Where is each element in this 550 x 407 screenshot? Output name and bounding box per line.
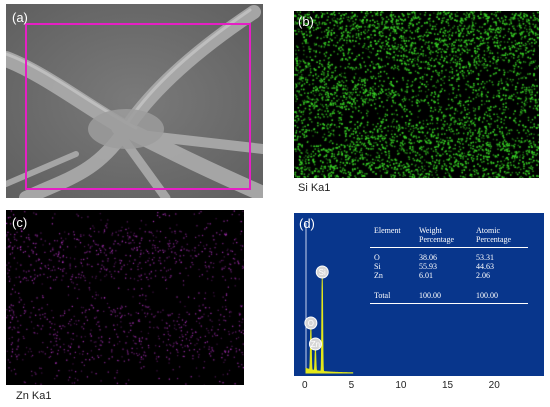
panel-label-d: (d)	[299, 216, 315, 231]
sem-image	[6, 4, 263, 198]
table-total-element: Total	[374, 291, 391, 300]
peak-label: Zn	[311, 340, 320, 349]
x-tick-label: 10	[395, 380, 407, 391]
panel-label-b: (b)	[298, 14, 314, 29]
eds-spectrum: O Zn Si	[304, 223, 354, 374]
table-rule-top	[370, 247, 528, 248]
zn-map-caption: Zn Ka1	[16, 390, 52, 402]
eds-spectrum-panel: O Zn Si (d) Element Weight Percentage Atom…	[294, 213, 544, 376]
x-tick-label: 20	[488, 380, 500, 391]
table-header-weight: Weight Percentage	[419, 226, 455, 244]
peak-marker	[304, 316, 318, 330]
peak-label: O	[308, 319, 314, 328]
panel-label-c: (c)	[12, 215, 28, 230]
table-row-element: Si	[374, 262, 381, 271]
table-row-weight: 6.01	[419, 271, 433, 280]
zn-map-panel: (c)	[6, 210, 244, 385]
peak-marker	[315, 265, 329, 279]
x-tick-label: 0	[302, 380, 308, 391]
table-header-element: Element	[374, 226, 401, 235]
table-row-weight: 38.06	[419, 253, 437, 262]
table-row-atomic: 44.63	[476, 262, 494, 271]
sem-image-panel: (a)	[6, 4, 263, 198]
peak-label: Si	[319, 268, 326, 277]
si-map-caption: Si Ka1	[298, 182, 331, 194]
table-header-atomic: Atomic Percentage	[476, 226, 512, 244]
table-rule-bottom	[370, 303, 528, 304]
si-map-panel: (b)	[294, 11, 539, 178]
si-element-map	[294, 11, 539, 178]
panel-label-a: (a)	[12, 10, 28, 25]
spectrum-curve	[305, 278, 354, 374]
table-total-weight: 100.00	[419, 291, 441, 300]
x-tick-label: 15	[442, 380, 454, 391]
table-row-weight: 55.93	[419, 262, 437, 271]
peak-marker	[308, 337, 322, 351]
table-row-atomic: 53.31	[476, 253, 494, 262]
x-tick-label: 5	[348, 380, 355, 391]
table-total-atomic: 100.00	[476, 291, 498, 300]
table-row-element: O	[374, 253, 380, 262]
table-row-element: Zn	[374, 271, 383, 280]
zn-element-map	[6, 210, 244, 385]
table-row-atomic: 2.06	[476, 271, 490, 280]
analysis-region-frame	[25, 23, 251, 190]
